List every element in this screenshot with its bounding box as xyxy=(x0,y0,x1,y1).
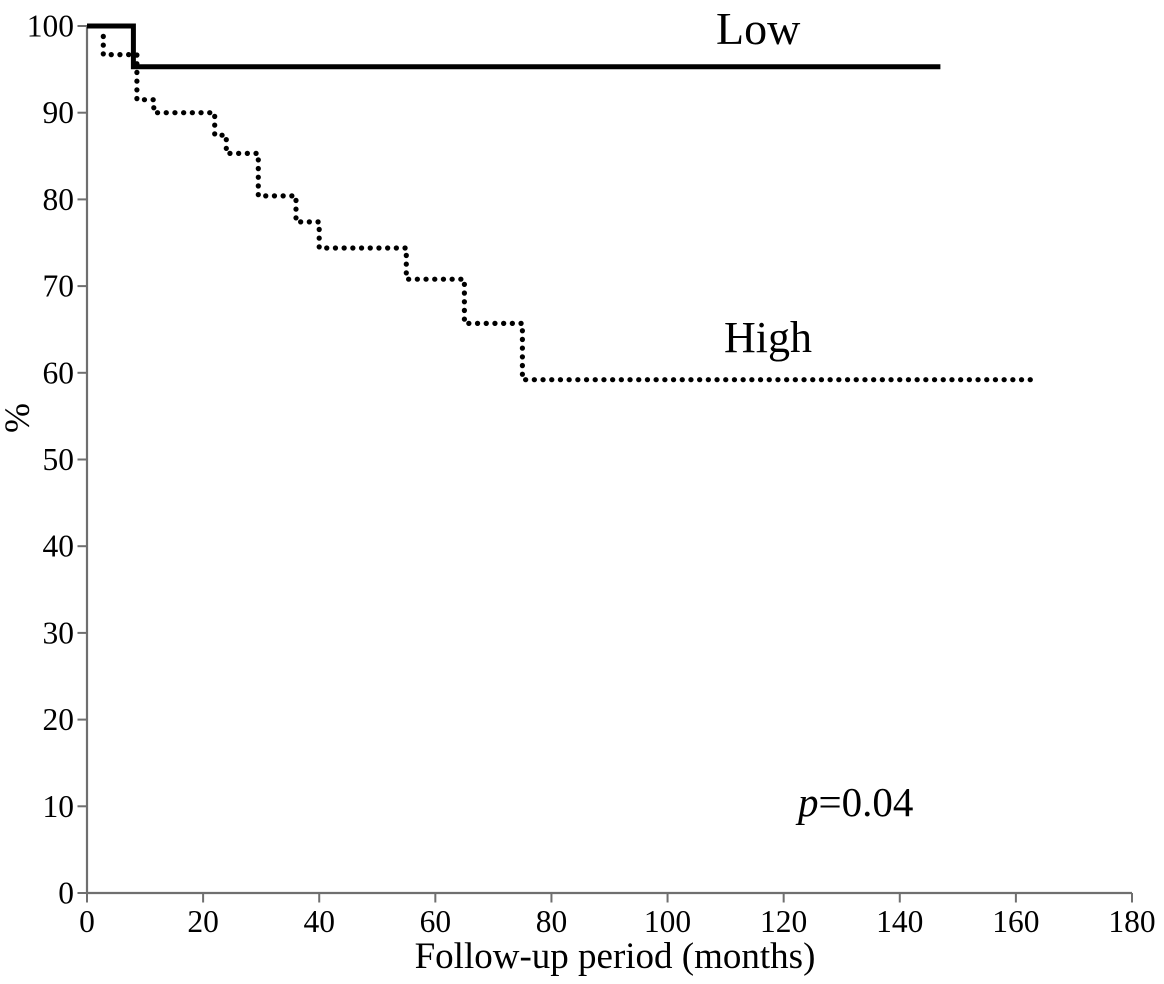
series-label-low: Low xyxy=(716,3,801,54)
x-tick-label: 100 xyxy=(644,904,691,939)
p-value-annotation: p=0.04 xyxy=(798,782,913,823)
x-tick-label: 160 xyxy=(992,904,1039,939)
y-tick-label: 80 xyxy=(43,182,75,217)
x-tick-label: 180 xyxy=(1108,904,1155,939)
p-symbol: p xyxy=(798,779,819,825)
y-tick-label: 60 xyxy=(43,355,75,390)
x-tick-label: 80 xyxy=(536,904,568,939)
y-tick-label: 40 xyxy=(43,529,75,564)
y-tick-label: 0 xyxy=(58,876,74,911)
x-tick-label: 60 xyxy=(420,904,452,939)
x-tick-label: 40 xyxy=(303,904,335,939)
x-tick-label: 140 xyxy=(876,904,923,939)
y-tick-label: 70 xyxy=(43,269,75,304)
p-value-text: =0.04 xyxy=(818,779,914,825)
y-tick-label: 100 xyxy=(27,9,74,44)
x-axis-title: Follow-up period (months) xyxy=(414,936,816,977)
series-label-high: High xyxy=(724,313,812,362)
x-tick-label: 20 xyxy=(187,904,219,939)
y-tick-label: 30 xyxy=(43,615,75,650)
survival-curve-low xyxy=(87,23,941,70)
y-tick-label: 90 xyxy=(43,95,75,130)
y-tick-label: 10 xyxy=(43,789,75,824)
x-tick-label: 120 xyxy=(760,904,807,939)
survival-curve-high xyxy=(100,33,1033,383)
x-tick-label: 0 xyxy=(79,904,95,939)
axis-lines xyxy=(85,26,1132,895)
y-axis-title: % xyxy=(0,403,37,433)
y-tick-label: 20 xyxy=(43,702,75,737)
y-tick-label: 50 xyxy=(43,442,75,477)
